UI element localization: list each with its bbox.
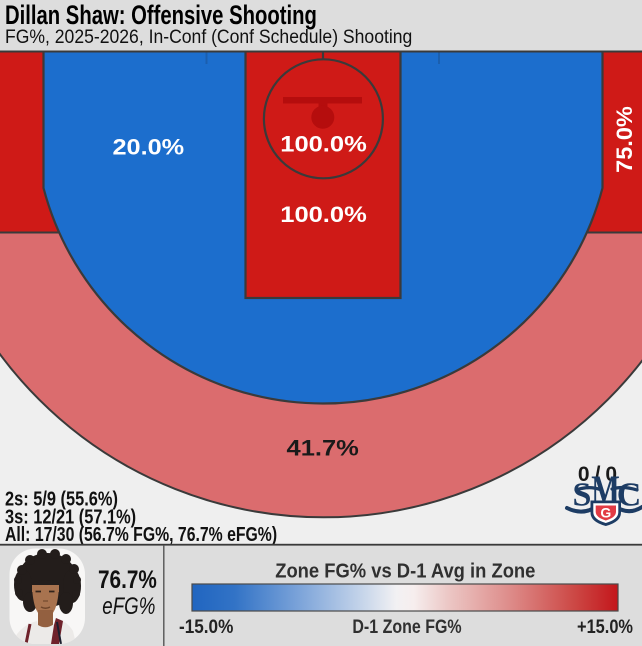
- svg-text:S: S: [573, 477, 592, 514]
- svg-text:+15.0%: +15.0%: [577, 616, 633, 638]
- svg-text:76.7%: 76.7%: [98, 565, 157, 593]
- svg-text:eFG%: eFG%: [102, 593, 155, 620]
- svg-text:D-1 Zone FG%: D-1 Zone FG%: [352, 616, 461, 638]
- svg-text:2s: 5/9 (55.6%): 2s: 5/9 (55.6%): [5, 487, 118, 510]
- svg-text:Dillan Shaw: Offensive Shootin: Dillan Shaw: Offensive Shooting: [5, 0, 317, 31]
- svg-text:75.0%: 75.0%: [612, 106, 637, 173]
- svg-text:Zone FG% vs D-1 Avg in Zone: Zone FG% vs D-1 Avg in Zone: [275, 561, 535, 583]
- svg-text:All: 17/30 (56.7% FG%, 76.7% e: All: 17/30 (56.7% FG%, 76.7% eFG%): [5, 523, 277, 545]
- svg-text:100.0%: 100.0%: [280, 203, 367, 228]
- svg-text:20.0%: 20.0%: [112, 136, 184, 160]
- svg-text:G: G: [600, 505, 611, 521]
- svg-text:41.7%: 41.7%: [287, 436, 359, 461]
- svg-text:3s: 12/21 (57.1%): 3s: 12/21 (57.1%): [5, 505, 136, 528]
- svg-text:-15.0%: -15.0%: [179, 615, 233, 637]
- svg-text:FG%, 2025-2026, In-Conf (Conf: FG%, 2025-2026, In-Conf (Conf Schedule) …: [5, 26, 412, 48]
- svg-text:100.0%: 100.0%: [280, 132, 367, 157]
- svg-text:0/0: 0/0: [578, 463, 622, 486]
